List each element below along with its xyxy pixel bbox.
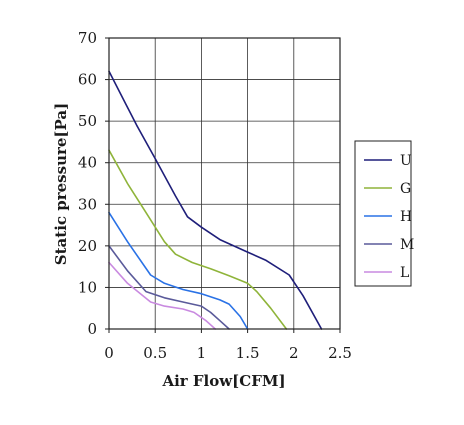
x-tick-label: 1 bbox=[197, 344, 207, 362]
series-line-L bbox=[108, 261, 217, 330]
series-line-H bbox=[108, 211, 249, 330]
series-line-U bbox=[108, 70, 323, 330]
y-tick-label: 50 bbox=[78, 112, 97, 130]
x-tick-label: 0.5 bbox=[143, 344, 167, 362]
y-tick-label: 20 bbox=[78, 237, 97, 255]
ticks-layer: 0 0.5 1 1.5 2 2.5 0 10 20 30 40 50 60 70 bbox=[78, 29, 352, 362]
legend-label-L: L bbox=[400, 265, 409, 281]
x-axis-title: Air Flow[CFM] bbox=[161, 372, 285, 390]
legend-label-M: M bbox=[400, 237, 414, 253]
x-tick-label: 1.5 bbox=[236, 344, 260, 362]
y-tick-label: 0 bbox=[87, 320, 97, 338]
plot-frame bbox=[108, 37, 341, 330]
y-tick-label: 40 bbox=[78, 154, 97, 172]
y-tick-label: 10 bbox=[78, 278, 97, 296]
x-tick-label: 2 bbox=[289, 344, 299, 362]
grid-layer bbox=[109, 38, 340, 329]
frame-layer bbox=[108, 37, 341, 330]
x-tick-label: 0 bbox=[104, 344, 114, 362]
legend-box bbox=[354, 140, 412, 287]
series-layer bbox=[108, 70, 323, 330]
legend-label-U: U bbox=[400, 153, 412, 169]
y-tick-label: 30 bbox=[78, 195, 97, 213]
legend-label-G: G bbox=[400, 181, 411, 197]
y-tick-label: 60 bbox=[78, 71, 97, 89]
y-tick-label: 70 bbox=[78, 29, 97, 47]
y-axis-title: Static pressure[Pa] bbox=[52, 103, 70, 265]
legend-label-H: H bbox=[400, 209, 412, 225]
series-line-G bbox=[108, 149, 288, 330]
series-line-M bbox=[108, 245, 230, 330]
x-tick-label: 2.5 bbox=[328, 344, 352, 362]
